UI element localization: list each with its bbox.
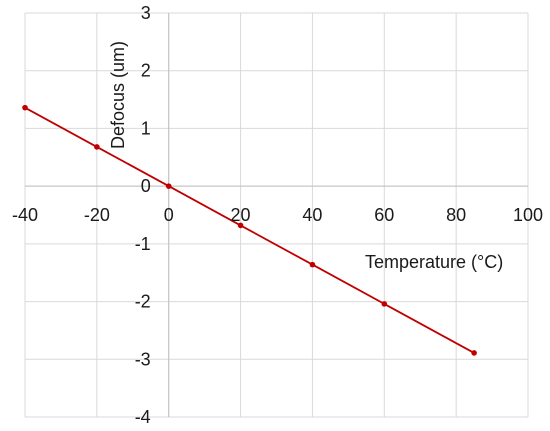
y-tick-label: -4 — [135, 407, 151, 427]
x-tick-label: -20 — [84, 205, 110, 225]
data-point — [237, 222, 244, 229]
y-tick-label: -1 — [135, 234, 151, 254]
series-line — [24, 106, 475, 354]
data-point — [471, 350, 477, 356]
tick-labels: -40 -20 0 20 40 60 80 100 3 2 1 0 -1 -2 -3 -4 — [12, 3, 543, 427]
x-tick-label: 20 — [231, 205, 251, 225]
y-axis-title: Defocus (um) — [108, 41, 128, 149]
x-tick-label: 80 — [446, 205, 466, 225]
data-point — [22, 104, 28, 111]
data-point — [165, 183, 172, 189]
data-point — [381, 301, 388, 307]
data-point — [94, 144, 100, 150]
x-tick-label: 0 — [164, 205, 174, 225]
x-axis-title: Temperature (°C) — [365, 252, 503, 272]
x-tick-label: -40 — [12, 205, 38, 225]
y-tick-label: 1 — [141, 118, 151, 138]
y-tick-label: 3 — [141, 3, 151, 23]
axes — [25, 13, 528, 417]
y-tick-label: -3 — [135, 349, 151, 369]
x-tick-label: 40 — [302, 205, 322, 225]
y-tick-label: 0 — [141, 176, 151, 196]
series-layer — [22, 104, 477, 356]
y-tick-label: -2 — [135, 292, 151, 312]
data-point — [309, 261, 316, 268]
y-tick-label: 2 — [141, 61, 151, 81]
x-tick-label: 60 — [374, 205, 394, 225]
x-tick-label: 100 — [513, 205, 543, 225]
